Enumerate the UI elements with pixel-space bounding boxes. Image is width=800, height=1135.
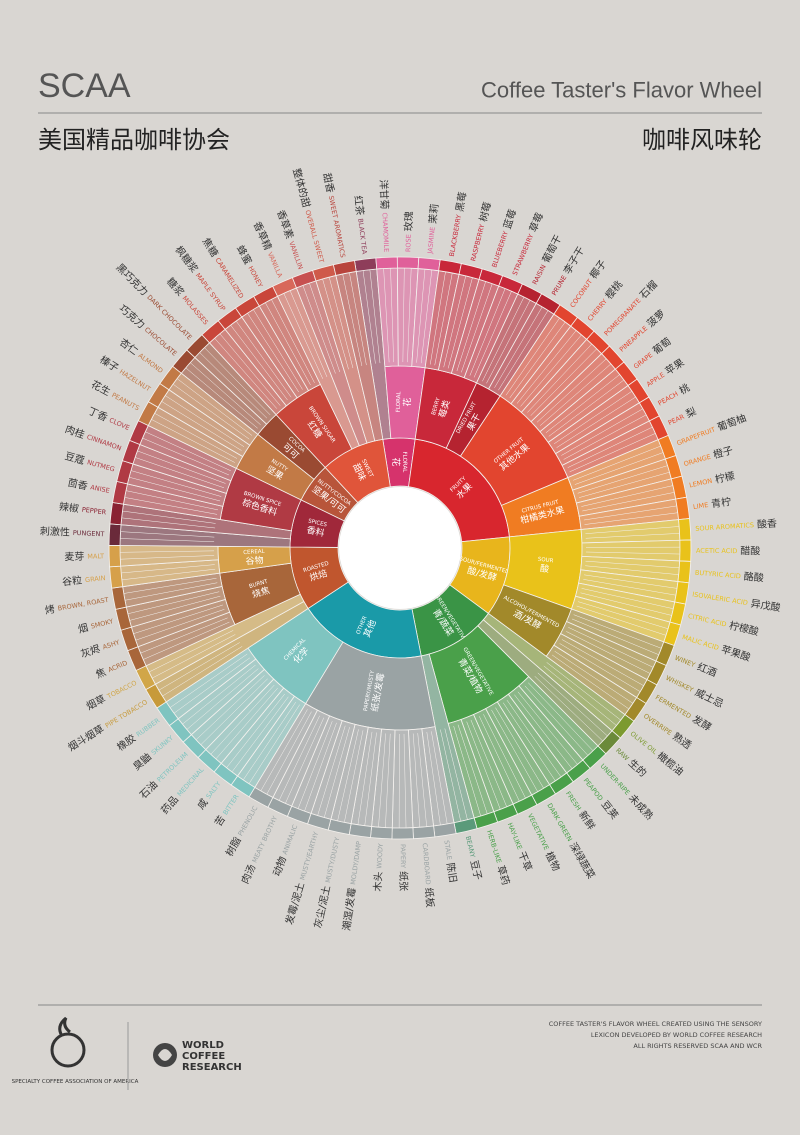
label-en: FLORAL	[396, 391, 403, 413]
label-zh: 酸	[539, 563, 549, 575]
segment-label: CEREAL谷物	[243, 549, 266, 568]
credit-line: COFFEE TASTER'S FLAVOR WHEEL CREATED USI…	[549, 1020, 762, 1028]
logo-text: WORLD COFFEE RESEARCH	[182, 1040, 252, 1073]
segment	[392, 828, 414, 839]
label-zh: 花	[390, 457, 402, 466]
label-zh: 玫瑰	[401, 211, 415, 231]
label-en: ACETIC ACID	[696, 547, 737, 555]
brand: SCAA	[38, 67, 131, 105]
segment	[678, 561, 691, 583]
segment	[397, 257, 418, 269]
segment	[413, 826, 435, 839]
segment	[110, 566, 123, 588]
label-zh: 麦芽	[64, 549, 84, 563]
label-en: MALT	[87, 552, 104, 560]
label-en: PUNGENT	[73, 529, 105, 538]
segment	[354, 258, 376, 271]
segment	[109, 545, 121, 566]
segment	[110, 502, 123, 524]
credit-line: LEXICON DEVELOPED BY WORLD COFFEE RESEAR…	[591, 1031, 762, 1039]
title-zh: 咖啡风味轮	[642, 126, 762, 154]
wheel-center	[339, 487, 461, 609]
label-zh: 花	[401, 397, 413, 406]
segment	[680, 540, 691, 562]
segment	[418, 258, 440, 271]
label-zh: 酸香	[757, 516, 778, 530]
label-en: PAPERY	[399, 844, 407, 868]
logo-text: SPECIALTY COFFEE ASSOCIATION OF AMERICA	[12, 1079, 139, 1085]
segment	[376, 257, 398, 269]
label-en: FLORAL	[401, 452, 407, 474]
segment	[370, 827, 392, 839]
segment	[679, 518, 691, 540]
title: Coffee Taster's Flavor Wheel	[481, 78, 762, 103]
credit-line: ALL RIGHTS RESERVED SCAA AND WCR	[633, 1042, 762, 1050]
label-en: WOODY	[375, 843, 385, 869]
segment	[109, 524, 121, 546]
label-zh: 木头	[371, 871, 384, 892]
label-zh: 醋酸	[740, 544, 760, 557]
brand-zh: 美国精品咖啡协会	[38, 126, 230, 154]
label-en: ROSE	[404, 234, 412, 252]
logo-text-box: WORLD COFFEE RESEARCH	[182, 1040, 252, 1074]
label-zh: 纸张	[397, 871, 410, 891]
